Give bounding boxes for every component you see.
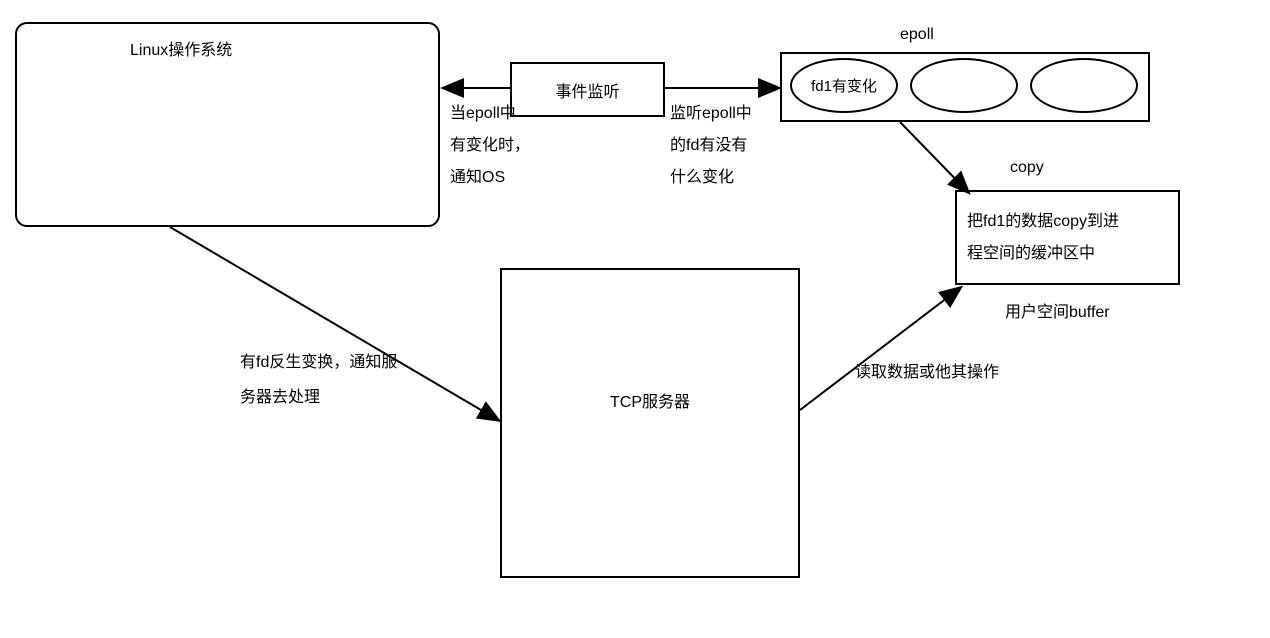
edge-os-from-listener-label: 当epoll中 有变化时， 通知OS — [450, 98, 530, 194]
edge-ostcp-l1: 有fd反生变换，通知服 — [240, 345, 397, 380]
event-listener-box: 事件监听 — [510, 62, 665, 117]
buffer-caption: 用户空间buffer — [1005, 300, 1110, 326]
buffer-line1: 把fd1的数据copy到进 — [967, 206, 1168, 238]
edge-tcp-to-buffer-label: 读取数据或他其操作 — [855, 360, 999, 386]
fd1-ellipse: fd1有变化 — [790, 58, 898, 113]
copy-label: copy — [1010, 155, 1044, 181]
epoll-ellipse-3 — [1030, 58, 1138, 113]
edge-left-l1: 当epoll中 — [450, 98, 530, 130]
tcp-server-box — [500, 268, 800, 578]
edge-os-to-tcp-label: 有fd反生变换，通知服 务器去处理 — [240, 345, 397, 415]
edge-right-l1: 监听epoll中 — [670, 98, 752, 130]
epoll-ellipse-2 — [910, 58, 1018, 113]
edge-right-l3: 什么变化 — [670, 162, 752, 194]
buffer-line2: 程空间的缓冲区中 — [967, 238, 1168, 270]
fd1-label: fd1有变化 — [811, 75, 877, 96]
epoll-title: epoll — [900, 22, 934, 48]
linux-os-label: Linux操作系统 — [130, 38, 232, 64]
edge-left-l3: 通知OS — [450, 162, 530, 194]
event-listener-label: 事件监听 — [555, 78, 619, 102]
edge-left-l2: 有变化时， — [450, 130, 530, 162]
edge-right-l2: 的fd有没有 — [670, 130, 752, 162]
edge-listener-to-epoll-label: 监听epoll中 的fd有没有 什么变化 — [670, 98, 752, 194]
edge-ostcp-l2: 务器去处理 — [240, 380, 397, 415]
buffer-box: 把fd1的数据copy到进 程空间的缓冲区中 — [955, 190, 1180, 285]
tcp-server-label: TCP服务器 — [610, 390, 690, 416]
